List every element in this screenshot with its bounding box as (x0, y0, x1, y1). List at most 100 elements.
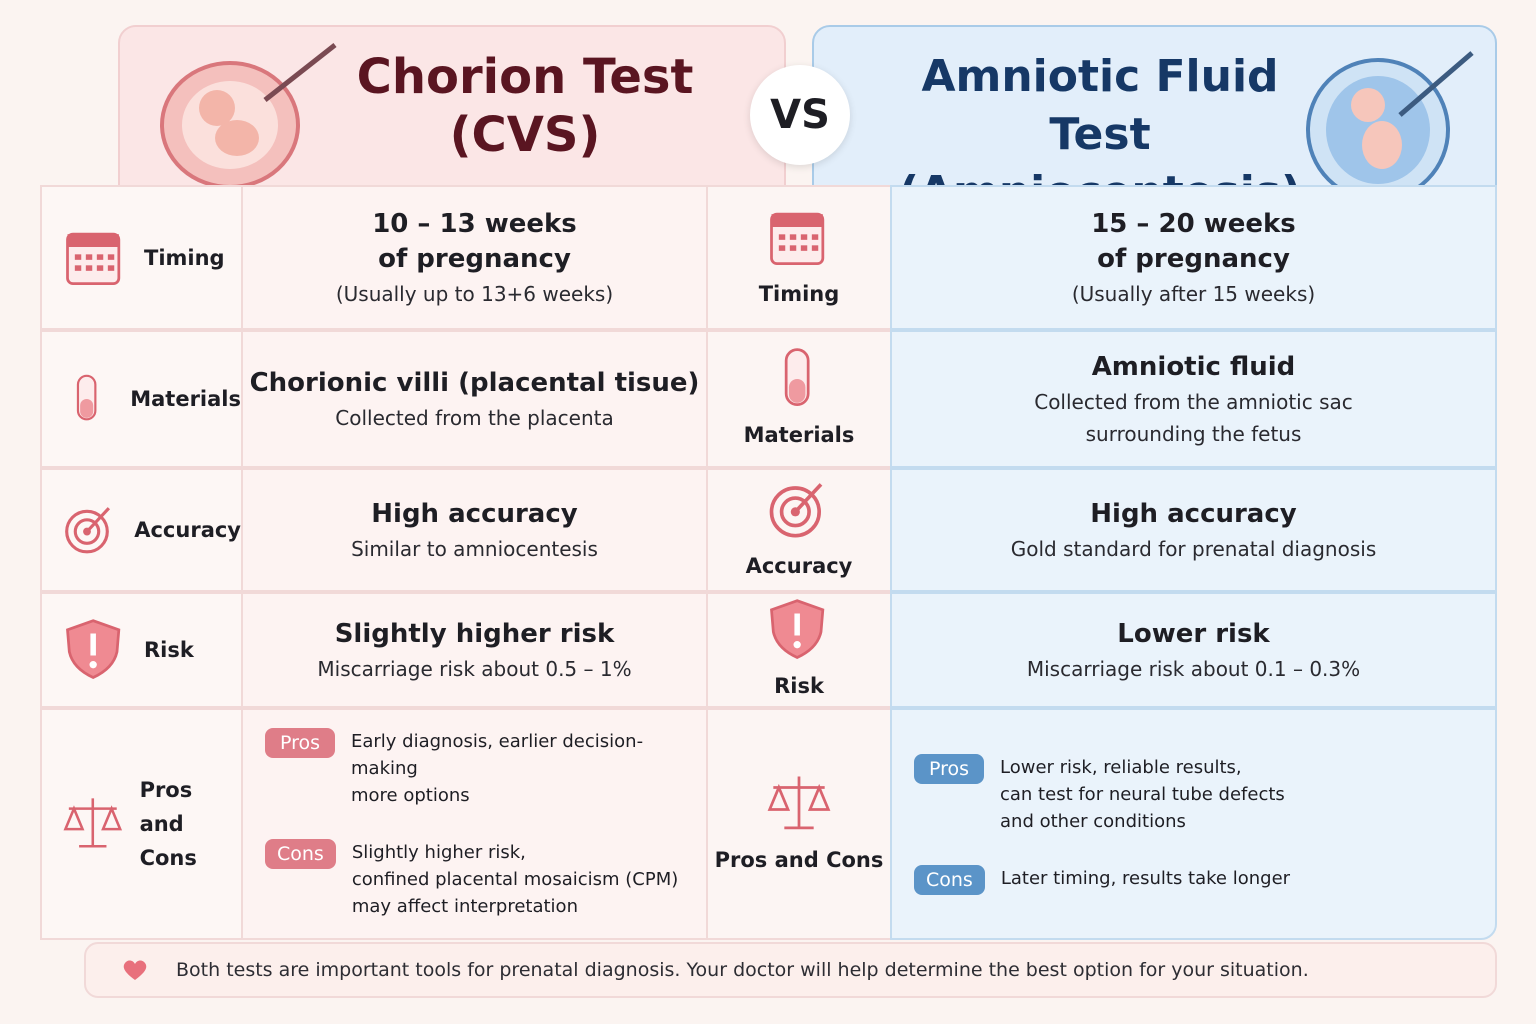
label-line: Timing (758, 281, 840, 306)
pros-cons-item: Cons Later timing, results take longer (914, 864, 1290, 895)
icon-part (779, 496, 811, 528)
right-content-cell: Amniotic fluid Collected from the amnioti… (890, 330, 1497, 468)
icon-part (107, 253, 115, 260)
left-label: Materials (130, 382, 241, 416)
icon-part (771, 213, 823, 227)
icon-part (85, 253, 93, 260)
icon-part (789, 244, 797, 251)
needle (1398, 51, 1474, 117)
right-label-cell: Accuracy (706, 468, 892, 592)
needle (263, 43, 337, 102)
label-line: and Cons (139, 812, 197, 870)
icon-part (80, 399, 94, 418)
footer-note: Both tests are important tools for prena… (84, 942, 1497, 998)
fetus-head (199, 90, 235, 126)
main-text: Lower risk (1117, 618, 1270, 649)
icon-part (90, 633, 96, 656)
icon-part (96, 264, 104, 271)
sub-text: Miscarriage risk about 0.5 – 1% (317, 656, 632, 681)
fetus-body (215, 120, 259, 156)
icon-part (96, 253, 104, 260)
title-line: Chorion Test (356, 49, 694, 105)
tag-pill: Cons (265, 839, 336, 869)
icon-part (793, 483, 823, 514)
sub-text: Collected from the placenta (335, 405, 614, 430)
left-content-cell: 10 – 13 weeks of pregnancy (Usually up to … (241, 185, 708, 330)
icon-part (63, 798, 123, 848)
icon-part (89, 661, 97, 669)
left-content-cell: High accuracy Similar to amniocentesis (241, 468, 708, 592)
tag-pill: Pros (914, 753, 984, 784)
title-line: Amniotic Fluid Test (921, 51, 1279, 160)
main-text: of pregnancy (1097, 243, 1290, 274)
item-text: Later timing, results take longer (1001, 865, 1290, 892)
right-label: Timing (759, 277, 840, 311)
left-content-cell: Chorionic villi (placental tisue) Collect… (241, 330, 708, 468)
item-line: Early diagnosis, earlier decision-making (351, 731, 644, 779)
icon-part (107, 264, 115, 271)
icon-part (794, 613, 800, 636)
left-content-cell: Slightly higher risk Miscarriage risk abo… (241, 592, 708, 708)
tag-pill: Pros (265, 728, 335, 758)
label-line: Pros and Cons (714, 848, 884, 872)
sub-text: (Usually up to 13+6 weeks) (335, 281, 614, 306)
main-text: Amniotic fluid (1091, 351, 1296, 382)
icon-part (800, 233, 808, 240)
pros-cons-item: Cons Slightly higher risk, confined placen… (265, 839, 678, 920)
left-label-cell: Pros and Cons (40, 708, 243, 940)
icon-part (73, 518, 101, 545)
label-line: Materials (743, 423, 855, 447)
sub-text: Similar to amniocentesis (351, 536, 598, 561)
pros-cons-item: Pros Early diagnosis, earlier decision-ma… (265, 728, 706, 809)
main-text: of pregnancy (378, 243, 571, 274)
right-content-cell: 15 – 20 weeks of pregnancy (Usually after … (890, 185, 1497, 330)
sub-text: (Usually after 15 weeks) (1071, 281, 1316, 306)
main-text: Chorionic villi (placental tisue) (249, 367, 700, 398)
row-icon (66, 619, 121, 680)
sub-text: Collected from the amniotic sac (1034, 389, 1353, 414)
left-label-cell: Timing (40, 185, 243, 330)
item-line: can test for neural tube defects (1000, 783, 1285, 805)
icon-part (793, 641, 801, 649)
left-title: Chorion Test (CVS) (330, 48, 720, 164)
label-line: Timing (144, 245, 225, 270)
row-icon (76, 374, 97, 421)
left-label: Risk (144, 633, 194, 667)
item-text: Lower risk, reliable results, can test fo… (1000, 754, 1285, 835)
main-text: High accuracy (371, 498, 578, 529)
fetus-head (1351, 88, 1385, 122)
icon-part (74, 253, 115, 271)
label-line: Materials (130, 387, 241, 411)
right-label-cell: Risk (706, 592, 892, 708)
fetus-body (1362, 121, 1402, 169)
row-icon (769, 483, 823, 538)
icon-part (811, 244, 819, 251)
row-icon (65, 507, 111, 554)
sub-text: surrounding the fetus (1085, 421, 1302, 446)
item-line: confined placental mosaicism (CPM) (351, 869, 679, 890)
icon-part (74, 264, 82, 271)
label-line: Accuracy (134, 518, 241, 542)
main-text: Slightly higher risk (334, 618, 615, 649)
heart-icon (122, 958, 148, 982)
right-label-cell: Pros and Cons (706, 708, 892, 940)
label-line: Pros (139, 778, 193, 802)
right-content-cell: Lower risk Miscarriage risk about 0.1 – 0… (890, 592, 1497, 708)
icon-part (778, 244, 786, 251)
right-label: Accuracy (746, 549, 853, 583)
item-line: may affect interpretation (351, 896, 578, 917)
title-line: (CVS) (449, 107, 601, 163)
icon-part (769, 486, 821, 538)
item-line: and other conditions (1000, 810, 1186, 832)
left-content-cell: Pros Early diagnosis, earlier decision-ma… (241, 708, 708, 940)
icon-part (63, 805, 85, 831)
left-label-cell: Materials (40, 330, 243, 468)
row-icon (770, 212, 825, 265)
row-icon (784, 348, 810, 407)
label-line: Accuracy (745, 554, 853, 578)
item-line: Slightly higher risk, (351, 842, 526, 863)
icon-part (800, 244, 808, 251)
icon-part (101, 805, 123, 831)
